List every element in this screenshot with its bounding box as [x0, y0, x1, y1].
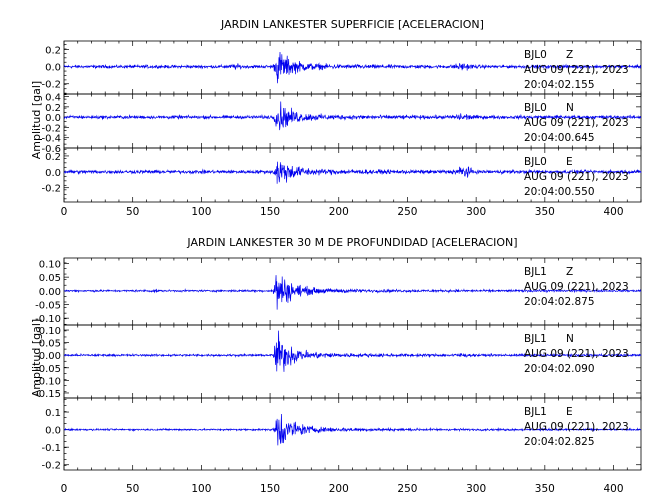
y-tick-label: -0.05 — [35, 300, 61, 311]
record-date: AUG 09 (221), 2023 — [524, 421, 629, 433]
record-date: AUG 09 (221), 2023 — [524, 348, 629, 360]
y-tick-label: -0.6 — [41, 144, 61, 155]
component-label: E — [566, 156, 573, 168]
y-tick-label: 0.10 — [39, 259, 61, 270]
station-code: BJL1 — [524, 406, 547, 418]
waveform-bjl0-e — [63, 161, 642, 184]
component-label: N — [566, 102, 574, 114]
station-code: BJL0 — [524, 49, 547, 61]
x-tick-label: 300 — [466, 483, 486, 495]
y-tick-label: 0.0 — [45, 113, 61, 124]
y-axis-label: Amplitud [gal] — [30, 81, 43, 159]
trace-panel — [63, 324, 642, 399]
x-tick-label: 50 — [126, 206, 139, 218]
component-label: Z — [566, 49, 573, 61]
record-time: 20:04:02.875 — [524, 296, 595, 308]
y-tick-label: 0.1 — [45, 408, 61, 419]
y-tick-label: 0.0 — [45, 168, 61, 179]
component-label: Z — [566, 266, 573, 278]
record-time: 20:04:02.155 — [524, 79, 595, 91]
y-tick-label: -0.10 — [35, 314, 61, 325]
component-label: N — [566, 333, 574, 345]
record-date: AUG 09 (221), 2023 — [524, 171, 629, 183]
x-tick-label: 250 — [397, 206, 417, 218]
x-tick-label: 400 — [604, 483, 624, 495]
record-time: 20:04:02.825 — [524, 436, 595, 448]
y-tick-label: -0.05 — [35, 364, 61, 375]
y-tick-label: -0.2 — [41, 184, 61, 195]
record-time: 20:04:00.645 — [524, 132, 595, 144]
record-time: 20:04:02.090 — [524, 363, 595, 375]
x-tick-label: 50 — [126, 483, 139, 495]
y-axis-label: Amplitud [gal] — [30, 319, 43, 397]
x-tick-label: 150 — [260, 206, 280, 218]
x-tick-label: 0 — [61, 206, 68, 218]
x-tick-label: 200 — [329, 206, 349, 218]
x-tick-label: 100 — [191, 483, 211, 495]
y-tick-label: -0.15 — [35, 389, 61, 400]
x-tick-label: 350 — [535, 206, 555, 218]
y-tick-label: 0.4 — [45, 93, 61, 104]
x-tick-label: 300 — [466, 206, 486, 218]
trace-panel — [63, 397, 642, 471]
y-tick-label: 0.2 — [45, 152, 61, 163]
component-label: E — [566, 406, 573, 418]
plot-annotations: JARDIN LANKESTER SUPERFICIE [ACELERACION… — [30, 18, 629, 495]
x-tick-label: 100 — [191, 206, 211, 218]
record-time: 20:04:00.550 — [524, 186, 595, 198]
x-tick-label: 0 — [61, 483, 68, 495]
y-tick-label: 0.10 — [39, 326, 61, 337]
x-tick-label: 350 — [535, 483, 555, 495]
x-tick-label: 200 — [329, 483, 349, 495]
y-tick-label: 0.2 — [45, 46, 61, 57]
y-tick-label: -0.2 — [41, 123, 61, 134]
plot-frames — [63, 40, 642, 471]
y-tick-label: 0.05 — [39, 339, 61, 350]
y-tick-label: 0.00 — [39, 287, 61, 298]
y-tick-label: 0.2 — [45, 103, 61, 114]
record-date: AUG 09 (221), 2023 — [524, 281, 629, 293]
waveform-bjl0-z — [63, 51, 642, 84]
y-tick-label: 0.00 — [39, 351, 61, 362]
x-tick-label: 400 — [604, 206, 624, 218]
waveform-bjl1-n — [63, 330, 642, 372]
y-tick-label: -0.1 — [41, 443, 61, 454]
record-date: AUG 09 (221), 2023 — [524, 117, 629, 129]
waveform-traces — [63, 51, 642, 446]
chart-title: JARDIN LANKESTER 30 M DE PROFUNDIDAD [AC… — [186, 236, 517, 249]
y-tick-label: -0.2 — [41, 80, 61, 91]
x-tick-label: 250 — [397, 483, 417, 495]
waveform-bjl0-n — [63, 101, 642, 131]
station-code: BJL1 — [524, 333, 547, 345]
chart-title: JARDIN LANKESTER SUPERFICIE [ACELERACION… — [220, 18, 484, 31]
y-tick-label: 0.0 — [45, 426, 61, 437]
waveform-bjl1-z — [63, 275, 642, 310]
x-tick-label: 150 — [260, 483, 280, 495]
record-date: AUG 09 (221), 2023 — [524, 64, 629, 76]
station-code: BJL0 — [524, 156, 547, 168]
y-tick-label: 0.0 — [45, 63, 61, 74]
y-tick-label: -0.4 — [41, 134, 61, 145]
station-code: BJL1 — [524, 266, 547, 278]
station-code: BJL0 — [524, 102, 547, 114]
y-tick-label: 0.05 — [39, 273, 61, 284]
y-tick-label: -0.2 — [41, 461, 61, 472]
y-tick-label: -0.10 — [35, 376, 61, 387]
waveform-bjl1-e — [63, 414, 642, 446]
